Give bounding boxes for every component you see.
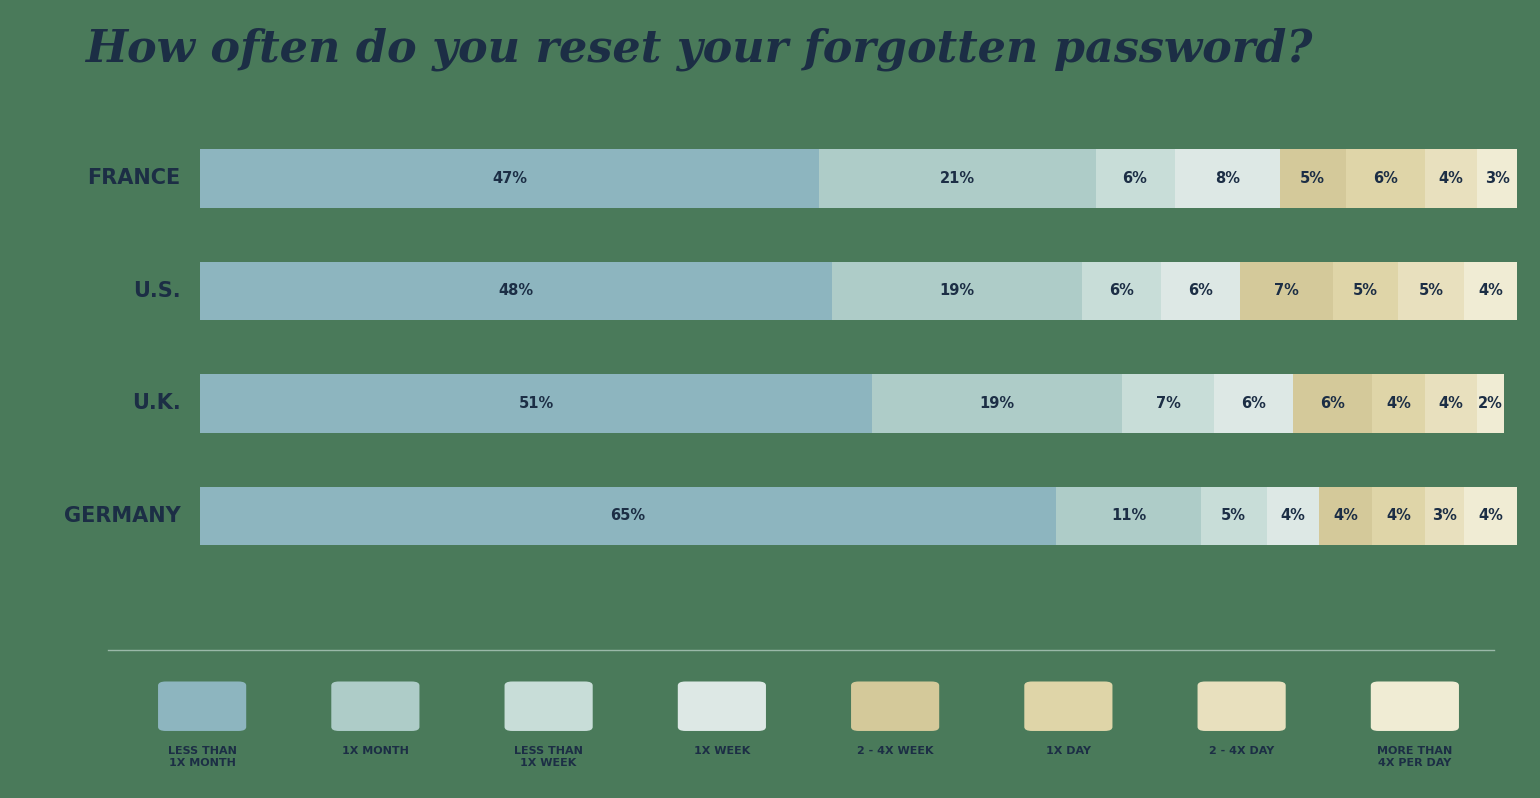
Bar (200, 149, 819, 207)
Bar (1372, 374, 1425, 433)
Text: 6%: 6% (1372, 171, 1398, 186)
Bar (1161, 262, 1240, 320)
Bar (1372, 487, 1425, 545)
Text: FRANCE: FRANCE (88, 168, 180, 188)
Text: 7%: 7% (1155, 396, 1181, 411)
Text: 19%: 19% (979, 396, 1015, 411)
Bar (1424, 374, 1477, 433)
Text: 5%: 5% (1354, 283, 1378, 298)
Text: 8%: 8% (1215, 171, 1240, 186)
Text: 51%: 51% (519, 396, 553, 411)
Bar (1424, 487, 1465, 545)
Text: 2 - 4X WEEK: 2 - 4X WEEK (856, 746, 933, 757)
Text: 4%: 4% (1334, 508, 1358, 523)
Bar (1056, 487, 1201, 545)
Bar (1320, 487, 1372, 545)
Text: 4%: 4% (1478, 508, 1503, 523)
Text: 3%: 3% (1432, 508, 1457, 523)
Bar (1083, 262, 1161, 320)
Text: 6%: 6% (1320, 396, 1344, 411)
Text: 4%: 4% (1438, 171, 1463, 186)
Text: U.K.: U.K. (132, 393, 180, 413)
Text: 1X MONTH: 1X MONTH (342, 746, 408, 757)
Text: 5%: 5% (1300, 171, 1326, 186)
Bar (1201, 487, 1267, 545)
Text: 6%: 6% (1109, 283, 1135, 298)
Bar (1095, 149, 1175, 207)
Text: 4%: 4% (1478, 283, 1503, 298)
Text: 6%: 6% (1241, 396, 1266, 411)
Bar (1240, 262, 1332, 320)
Text: MORE THAN
4X PER DAY: MORE THAN 4X PER DAY (1377, 746, 1452, 768)
Bar (1346, 149, 1424, 207)
Bar (1280, 149, 1346, 207)
Bar (1465, 487, 1517, 545)
Text: 2%: 2% (1478, 396, 1503, 411)
Bar (1175, 149, 1280, 207)
Text: 5%: 5% (1418, 283, 1445, 298)
Text: 21%: 21% (939, 171, 975, 186)
Bar (200, 374, 872, 433)
Bar (1477, 374, 1503, 433)
Bar (200, 262, 832, 320)
Bar (1332, 262, 1398, 320)
Text: 3%: 3% (1485, 171, 1509, 186)
Text: 1X WEEK: 1X WEEK (693, 746, 750, 757)
Text: 11%: 11% (1110, 508, 1146, 523)
Text: 4%: 4% (1386, 396, 1411, 411)
Bar (872, 374, 1121, 433)
Bar (1267, 487, 1320, 545)
Bar (1477, 149, 1517, 207)
Bar (1214, 374, 1294, 433)
Text: 19%: 19% (939, 283, 975, 298)
Text: LESS THAN
1X WEEK: LESS THAN 1X WEEK (514, 746, 584, 768)
Bar (819, 149, 1095, 207)
Bar (1294, 374, 1372, 433)
Text: U.S.: U.S. (132, 281, 180, 301)
Text: 47%: 47% (493, 171, 527, 186)
Text: 4%: 4% (1386, 508, 1411, 523)
Bar (832, 262, 1083, 320)
Text: GERMANY: GERMANY (63, 506, 180, 526)
Text: 7%: 7% (1274, 283, 1298, 298)
Bar (1398, 262, 1465, 320)
Text: 65%: 65% (610, 508, 645, 523)
Text: 4%: 4% (1438, 396, 1463, 411)
Text: 48%: 48% (499, 283, 534, 298)
Text: 5%: 5% (1221, 508, 1246, 523)
Text: 6%: 6% (1123, 171, 1147, 186)
Text: How often do you reset your forgotten password?: How often do you reset your forgotten pa… (85, 28, 1312, 72)
Bar (200, 487, 1056, 545)
Text: 4%: 4% (1281, 508, 1306, 523)
Text: 6%: 6% (1189, 283, 1214, 298)
Bar (1465, 262, 1517, 320)
Bar (1424, 149, 1477, 207)
Text: 1X DAY: 1X DAY (1046, 746, 1090, 757)
Bar (1121, 374, 1214, 433)
Text: LESS THAN
1X MONTH: LESS THAN 1X MONTH (168, 746, 237, 768)
Text: 2 - 4X DAY: 2 - 4X DAY (1209, 746, 1274, 757)
